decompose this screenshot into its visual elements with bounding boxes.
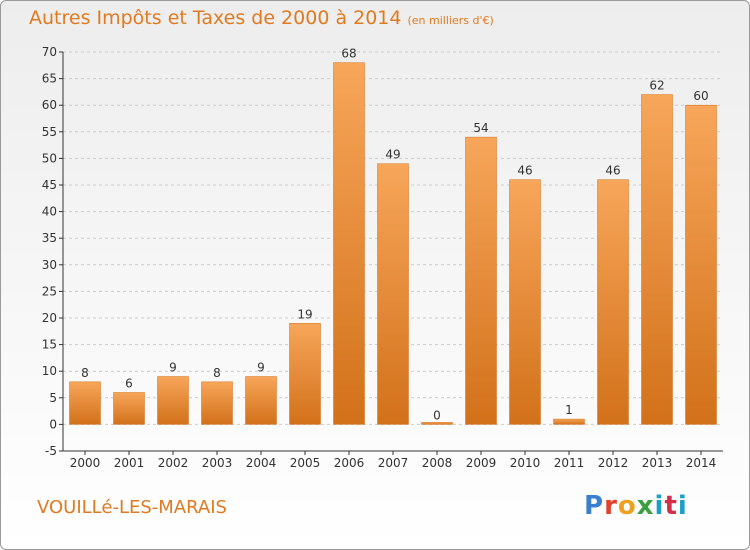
data-label-2008: 0 bbox=[433, 408, 441, 422]
proxiti-logo: Proxiti bbox=[584, 491, 688, 521]
x-tick-label-2006: 2006 bbox=[334, 456, 365, 470]
x-tick-label-2013: 2013 bbox=[642, 456, 673, 470]
chart-subtitle: (en milliers d'€) bbox=[407, 14, 494, 27]
x-tick-label-2003: 2003 bbox=[202, 456, 233, 470]
x-tick-label-2010: 2010 bbox=[510, 456, 541, 470]
data-label-2001: 6 bbox=[125, 376, 133, 390]
data-label-2000: 8 bbox=[81, 366, 89, 380]
bar-2006 bbox=[333, 62, 365, 425]
y-tick-label: 10 bbox=[42, 364, 57, 378]
data-label-2005: 19 bbox=[297, 307, 312, 321]
data-label-2007: 49 bbox=[385, 148, 400, 162]
y-tick-label: 70 bbox=[42, 45, 57, 59]
y-tick-label: 55 bbox=[42, 125, 57, 139]
data-label-2013: 62 bbox=[649, 79, 664, 93]
x-tick-label-2002: 2002 bbox=[158, 456, 189, 470]
bar-2012 bbox=[597, 179, 629, 425]
y-tick-label: 0 bbox=[49, 417, 57, 431]
chart-title-text: Autres Impôts et Taxes de 2000 à 2014 bbox=[29, 7, 402, 29]
y-tick-label: 65 bbox=[42, 72, 57, 86]
data-label-2012: 46 bbox=[605, 164, 620, 178]
x-tick-label-2012: 2012 bbox=[598, 456, 629, 470]
x-tick-label-2014: 2014 bbox=[686, 456, 717, 470]
bar-2014 bbox=[685, 104, 717, 425]
y-tick-label: 60 bbox=[42, 98, 57, 112]
y-tick-label: 50 bbox=[42, 151, 57, 165]
y-tick-label: 45 bbox=[42, 178, 57, 192]
y-tick-label: 25 bbox=[42, 284, 57, 298]
data-label-2010: 46 bbox=[517, 164, 532, 178]
y-tick-label: -5 bbox=[45, 444, 57, 458]
x-tick-label-2009: 2009 bbox=[466, 456, 497, 470]
bar-2009 bbox=[465, 136, 497, 425]
x-tick-label-2007: 2007 bbox=[378, 456, 409, 470]
data-label-2004: 9 bbox=[257, 361, 265, 375]
data-label-2011: 1 bbox=[565, 403, 573, 417]
bar-2002 bbox=[157, 376, 189, 425]
chart-title: Autres Impôts et Taxes de 2000 à 2014 (en… bbox=[29, 7, 494, 29]
y-tick-label: 30 bbox=[42, 258, 57, 272]
y-tick-label: 40 bbox=[42, 205, 57, 219]
data-label-2006: 68 bbox=[341, 47, 356, 61]
bar-2001 bbox=[113, 392, 145, 425]
commune-name: VOUILLé-LES-MARAIS bbox=[37, 497, 227, 518]
bar-2005 bbox=[289, 323, 321, 425]
x-tick-label-2001: 2001 bbox=[114, 456, 145, 470]
bar-2004 bbox=[245, 376, 277, 425]
bar-2008 bbox=[421, 422, 453, 425]
bar-2010 bbox=[509, 179, 541, 425]
x-tick-label-2000: 2000 bbox=[70, 456, 101, 470]
bar-2011 bbox=[553, 418, 585, 425]
bar-2000 bbox=[69, 381, 101, 425]
bar-2013 bbox=[641, 94, 673, 425]
bar-2007 bbox=[377, 163, 409, 425]
data-label-2003: 8 bbox=[213, 366, 221, 380]
data-label-2009: 54 bbox=[473, 121, 488, 135]
x-tick-label-2004: 2004 bbox=[246, 456, 277, 470]
data-label-2002: 9 bbox=[169, 361, 177, 375]
y-tick-label: 5 bbox=[49, 391, 57, 405]
y-tick-label: 15 bbox=[42, 338, 57, 352]
x-tick-label-2005: 2005 bbox=[290, 456, 321, 470]
x-tick-label-2011: 2011 bbox=[554, 456, 585, 470]
x-tick-label-2008: 2008 bbox=[422, 456, 453, 470]
bar-2003 bbox=[201, 381, 233, 425]
y-tick-label: 20 bbox=[42, 311, 57, 325]
data-label-2014: 60 bbox=[693, 89, 708, 103]
y-tick-label: 35 bbox=[42, 231, 57, 245]
